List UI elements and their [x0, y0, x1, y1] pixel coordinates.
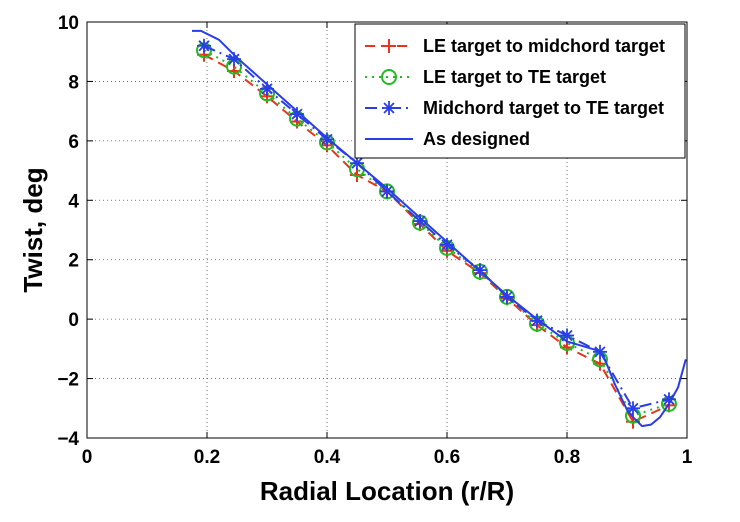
x-axis-label: Radial Location (r/R) — [260, 476, 514, 506]
y-tick-label: −2 — [57, 370, 79, 391]
y-tick-label: 2 — [68, 251, 79, 272]
x-tick-label: 0 — [82, 447, 93, 468]
legend-label: LE target to midchord target — [423, 36, 665, 56]
marker-circle — [381, 69, 397, 85]
plot-frame — [86, 21, 688, 439]
legend-entry: Midchord target to TE target — [365, 98, 664, 118]
series-line — [203, 44, 670, 410]
y-tick-label: 8 — [68, 72, 79, 93]
legend-entry: LE target to midchord target — [365, 36, 665, 56]
marker-asterisk — [228, 53, 240, 65]
x-tick-label: 0.4 — [314, 447, 341, 468]
y-tick-label: 6 — [68, 132, 79, 153]
legend-entry: As designed — [365, 129, 530, 149]
marker-asterisk — [501, 291, 513, 303]
marker-asterisk — [381, 185, 393, 197]
x-tick-label: 1 — [682, 447, 693, 468]
marker-asterisk — [261, 83, 273, 95]
y-tick-label: −4 — [57, 429, 79, 450]
series-line — [192, 29, 687, 428]
legend-label: As designed — [423, 129, 530, 149]
series-3 — [192, 29, 687, 428]
legend-label: Midchord target to TE target — [423, 98, 664, 118]
x-tick-label: 0.6 — [434, 447, 460, 468]
y-tick-label: 4 — [68, 191, 79, 212]
x-tick-label: 0.2 — [194, 447, 220, 468]
ticks: 0 0.2 0.4 0.6 0.8 1 −4 −2 0 2 4 6 8 10 — [57, 13, 692, 468]
marker-asterisk — [531, 315, 543, 327]
legend-entry: LE target to TE target — [365, 67, 606, 87]
legend: LE target to midchord target LE target to… — [354, 23, 686, 159]
y-axis-label: Twist, deg — [18, 167, 48, 292]
series-layer — [192, 29, 687, 429]
series-line — [203, 53, 670, 423]
y-tick-label: 10 — [58, 13, 79, 34]
marker-asterisk — [414, 215, 426, 227]
marker-asterisk — [198, 40, 210, 52]
x-tick-label: 0.8 — [554, 447, 580, 468]
legend-label: LE target to TE target — [423, 67, 606, 87]
marker-asterisk — [291, 108, 303, 120]
series-line — [203, 49, 670, 417]
marker-asterisk — [383, 102, 395, 114]
marker-asterisk — [321, 133, 333, 145]
legend-box — [354, 23, 686, 159]
y-tick-label: 0 — [68, 310, 79, 331]
marker-asterisk — [441, 239, 453, 251]
